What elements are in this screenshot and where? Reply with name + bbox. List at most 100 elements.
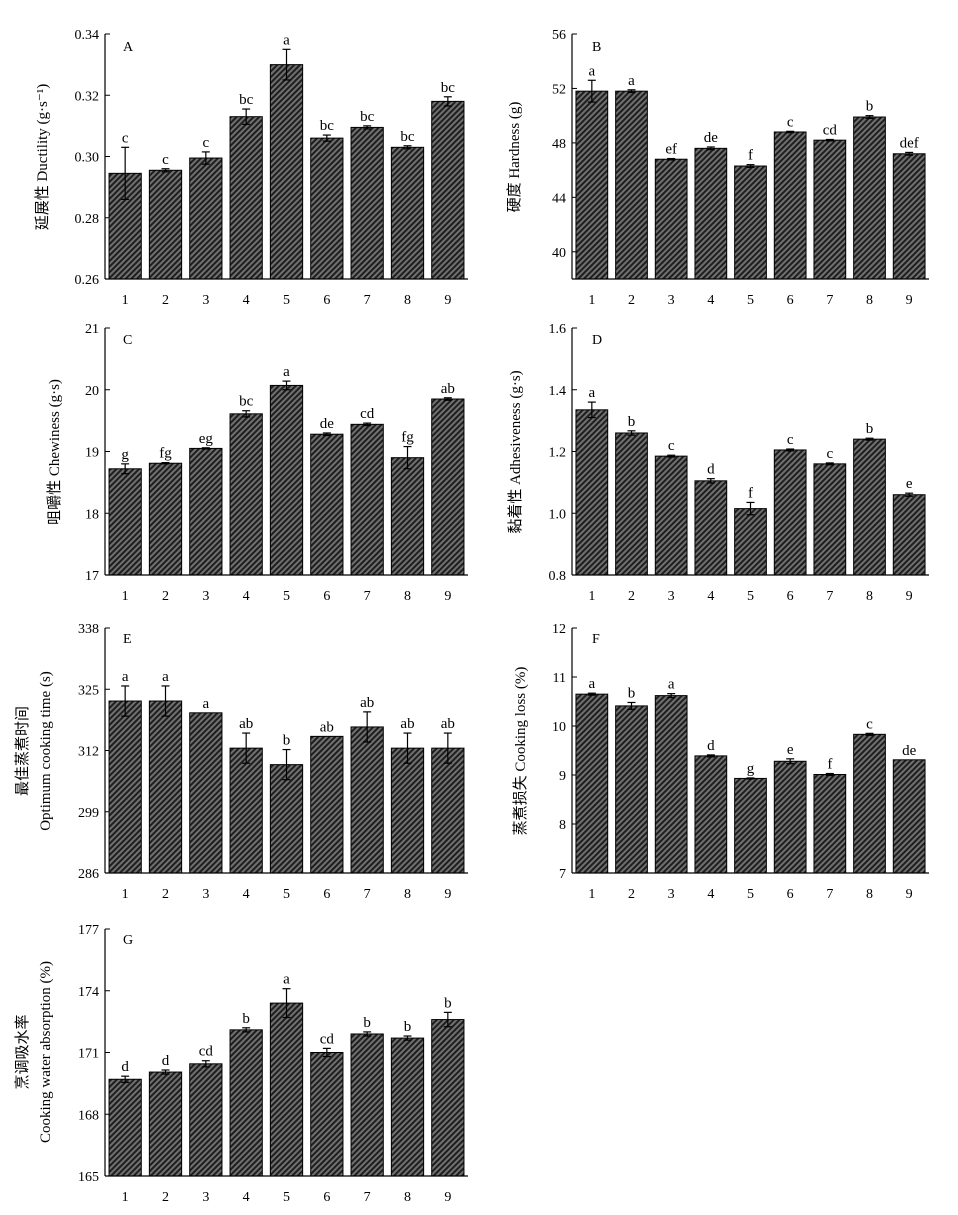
- y-tick-label: 165: [78, 1170, 99, 1185]
- panel-letter: A: [123, 40, 134, 55]
- error-bar: [667, 157, 676, 161]
- significance-label: bc: [239, 92, 254, 108]
- significance-label: de: [704, 130, 719, 146]
- panel-g-cooking-water-absorption: G 烹调吸水率 Cooking water absorption (%) 165…: [13, 923, 468, 1205]
- error-bar: [627, 701, 636, 710]
- bar-3: [654, 695, 688, 874]
- bar-9: [892, 494, 926, 576]
- y-tick-label: 171: [78, 1047, 99, 1062]
- bar-5: [734, 165, 767, 280]
- significance-label: c: [787, 114, 794, 130]
- error-bar: [403, 1035, 412, 1041]
- y-axis-title: 硬度 Hardness (g): [506, 102, 523, 213]
- error-bar: [201, 1060, 210, 1068]
- bar-7: [350, 1033, 384, 1177]
- panel-letter: E: [123, 632, 132, 647]
- bar-9: [892, 759, 926, 874]
- significance-label: b: [404, 1019, 412, 1035]
- bar-1: [108, 1078, 142, 1177]
- x-tick-label: 8: [866, 293, 873, 308]
- error-bar: [825, 772, 834, 777]
- bar-7: [813, 463, 847, 576]
- error-bar: [161, 462, 170, 465]
- significance-label: b: [444, 995, 452, 1011]
- x-tick-label: 9: [444, 293, 451, 308]
- x-tick-label: 9: [906, 293, 913, 308]
- y-tick-label: 168: [78, 1108, 99, 1123]
- y-tick-label: 10: [552, 720, 566, 735]
- significance-label: eg: [199, 431, 214, 447]
- bar-4: [229, 747, 263, 874]
- significance-label: f: [748, 485, 753, 501]
- y-tick-label: 325: [78, 683, 99, 698]
- y-tick-label: 0.34: [75, 28, 100, 43]
- bar-8: [390, 146, 425, 280]
- x-tick-label: 2: [162, 887, 169, 902]
- significance-label: b: [628, 685, 636, 701]
- x-tick-label: 1: [588, 293, 595, 308]
- y-tick-label: 286: [78, 867, 99, 882]
- bar-2: [148, 700, 183, 874]
- y-tick-label: 0.28: [75, 212, 100, 227]
- error-bar: [443, 1011, 452, 1028]
- significance-label: e: [906, 476, 913, 492]
- error-bar: [587, 79, 596, 103]
- x-tick-label: 6: [323, 1190, 330, 1205]
- significance-label: bc: [360, 109, 375, 125]
- significance-label: g: [747, 761, 755, 777]
- significance-label: ef: [665, 142, 677, 158]
- significance-label: c: [787, 432, 794, 448]
- error-bar: [121, 146, 130, 200]
- significance-label: cd: [199, 1044, 214, 1060]
- bar-2: [148, 169, 183, 280]
- error-bar: [322, 134, 331, 142]
- y-tick-label: 20: [85, 384, 99, 399]
- significance-label: f: [748, 148, 753, 164]
- significance-label: fg: [401, 430, 414, 446]
- bar-1: [108, 468, 142, 576]
- x-tick-label: 5: [283, 1190, 290, 1205]
- bar-6: [310, 735, 344, 874]
- error-bar: [242, 410, 251, 418]
- error-bar: [403, 445, 412, 470]
- bar-2: [148, 462, 183, 576]
- y-axis-title: 咀嚼性 Chewiness (g·s): [46, 379, 63, 525]
- significance-label: b: [628, 414, 636, 430]
- significance-label: ab: [239, 716, 253, 732]
- x-tick-label: 5: [747, 293, 754, 308]
- significance-label: c: [866, 716, 873, 732]
- error-bar: [201, 151, 210, 165]
- error-bar: [282, 988, 291, 1019]
- bar-6: [310, 1052, 344, 1177]
- x-tick-label: 9: [906, 589, 913, 604]
- significance-label: fg: [159, 446, 172, 462]
- bar-7: [350, 126, 384, 280]
- error-bar: [322, 1047, 331, 1058]
- x-tick-label: 2: [162, 589, 169, 604]
- bar-1: [575, 693, 609, 874]
- bar-7: [813, 774, 847, 874]
- x-tick-label: 5: [747, 887, 754, 902]
- significance-label: d: [707, 462, 715, 478]
- error-bar: [282, 48, 291, 81]
- x-tick-label: 6: [787, 293, 794, 308]
- error-bar: [786, 758, 795, 765]
- bar-8: [390, 747, 425, 874]
- bar-4: [229, 116, 263, 280]
- panel-letter: D: [592, 333, 602, 348]
- x-tick-label: 5: [747, 589, 754, 604]
- x-tick-label: 8: [404, 589, 411, 604]
- y-tick-label: 174: [78, 985, 99, 1000]
- x-tick-label: 4: [707, 293, 714, 308]
- bar-3: [189, 712, 223, 874]
- y-tick-label: 0.30: [75, 151, 100, 166]
- significance-label: def: [900, 135, 919, 151]
- x-tick-label: 4: [243, 887, 250, 902]
- x-tick-label: 7: [826, 589, 833, 604]
- x-tick-label: 2: [628, 887, 635, 902]
- x-tick-label: 1: [588, 589, 595, 604]
- bar-7: [813, 139, 847, 280]
- significance-label: cd: [320, 1031, 335, 1047]
